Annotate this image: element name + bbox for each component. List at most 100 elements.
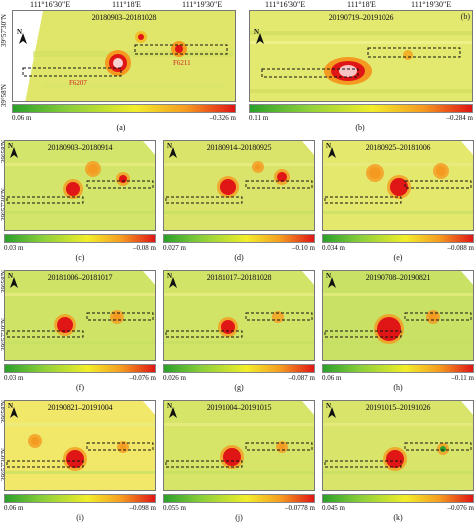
north-arrow-icon: N [326,142,338,159]
latitude-label: 39°57'30"N [0,14,8,47]
colorbar-max: –0.11 m [451,374,474,382]
well-label: F6211 [173,59,191,67]
deformation-blob [440,446,446,452]
color-bar [4,234,156,243]
north-arrow-icon: N [167,142,179,159]
panel-label: (a) [116,123,126,132]
well-label: F6207 [69,79,87,87]
deformation-blob [429,313,437,321]
deformation-blob [66,182,80,196]
date-range: 20181006–20181017 [47,273,113,282]
panel-label: (b) [355,123,365,132]
colorbar-min: 0.03 m [4,374,24,382]
longitude-label: 111°16'30"E [265,0,306,9]
colorbar-min: 0.03 m [4,244,24,252]
deformation-map: 20191004–20191015 N [163,400,315,491]
north-arrow-icon: N [8,142,20,159]
date-range: 20190708–20190821 [365,273,431,282]
panel-e: 20180925–20181006 N 0.034 m –0.088 m (e) [318,136,474,262]
deformation-blob [120,444,126,450]
deformation-map-image [323,271,473,360]
north-arrow-icon: N [167,272,179,289]
deformation-map: 20191015–20191026 N [322,400,474,491]
date-range: 20180914–20180925 [206,143,272,152]
panel-label: (i) [76,513,84,522]
deformation-blob [220,179,236,195]
colorbar-max: –0.098 m [129,504,156,512]
deformation-blob [31,437,39,445]
deformation-map: 20180903–20181028 F6207 F6211 N [12,10,236,102]
panel-label: (j) [235,513,243,522]
panel-i: 39°58'N 39°57'30"N 20190821–20191004 N 0… [0,396,156,522]
colorbar-min: 0.11 m [249,114,269,122]
deformation-blob [66,450,84,468]
colorbar-min: 0.06 m [322,374,342,382]
north-arrow-icon: N [326,402,338,419]
color-bar [163,234,315,243]
color-bar [322,234,474,243]
panel-g: 20181017–20181028 N 0.026 m –0.087 m (g) [159,266,315,392]
deformation-map: 20190719–20191026 (b) N [249,10,473,102]
longitude-label: 111°19'30"E [411,0,452,9]
colorbar-max: –0.326 m [209,114,236,122]
deformation-blob [57,317,73,333]
date-range: 20191004–20191015 [206,403,272,412]
panel-c: 39°58'N 39°57'30"N 20180903–20180914 N 0… [0,136,156,262]
date-range: 20190719–20191026 [328,13,394,22]
date-range: 20180925–20181006 [365,143,431,152]
colorbar-max: –0.08 m [133,244,156,252]
colorbar-max: –0.284 m [446,114,473,122]
deformation-blob [279,444,285,450]
deformation-map-image [250,11,472,101]
deformation-map-image [323,401,473,490]
color-bar [12,104,236,113]
panel-d: 20180914–20180925 N 0.027 m –0.10 m (d) [159,136,315,262]
deformation-blob [377,317,401,341]
deformation-blob [113,313,121,321]
colorbar-max: –0.0778 m [285,504,315,512]
deformation-map-image [323,141,473,230]
deformation-blob [223,448,241,466]
deformation-map-image [164,401,314,490]
color-bar [322,494,474,503]
deformation-blob [221,320,235,334]
colorbar-max: –0.087 m [288,374,315,382]
deformation-map-image [164,141,314,230]
date-range: 20190821–20191004 [47,403,113,412]
color-bar [4,494,156,503]
north-arrow-icon: N [17,28,29,45]
panel-a: 111°16'30"E 111°18'E 111°19'30"E 39°57'3… [0,0,237,132]
deformation-blob [255,164,261,170]
north-arrow-icon: N [254,28,266,45]
color-bar [249,104,473,113]
panel-b: 111°16'30"E 111°18'E 111°19'30"E 2019071… [239,0,474,132]
date-range: 20181017–20181028 [206,273,272,282]
colorbar-max: –0.10 m [292,244,315,252]
deformation-map: 20180914–20180925 N [163,140,315,231]
corner-label: (b) [460,12,470,21]
panel-label: (c) [75,253,85,262]
deformation-blob [386,450,404,468]
panel-label: (k) [393,513,403,522]
colorbar-min: 0.06 m [4,504,24,512]
north-arrow-icon: N [8,402,20,419]
color-bar [163,494,315,503]
longitude-label: 111°18'E [112,0,141,9]
deformation-map: 20190708–20190821 N [322,270,474,361]
deformation-map: 20180903–20180914 N [4,140,156,231]
panel-k: 20191015–20191026 N 0.045 m –0.076 m (k) [318,396,474,522]
north-arrow-icon: N [326,272,338,289]
latitude-label: 39°58'N [0,84,8,108]
deformation-map-image [5,141,155,230]
deformation-blob [119,175,127,183]
panel-label: (e) [393,253,403,262]
colorbar-min: 0.026 m [163,374,186,382]
panel-label: (g) [234,383,244,392]
deformation-map-image [164,271,314,360]
date-range: 20191015–20191026 [365,403,431,412]
panel-j: 20191004–20191015 N 0.055 m –0.0778 m (j… [159,396,315,522]
deformation-blob [436,166,446,176]
date-range: 20180903–20181028 [91,13,157,22]
longitude-label: 111°18'E [347,0,376,9]
north-arrow-icon: N [167,402,179,419]
